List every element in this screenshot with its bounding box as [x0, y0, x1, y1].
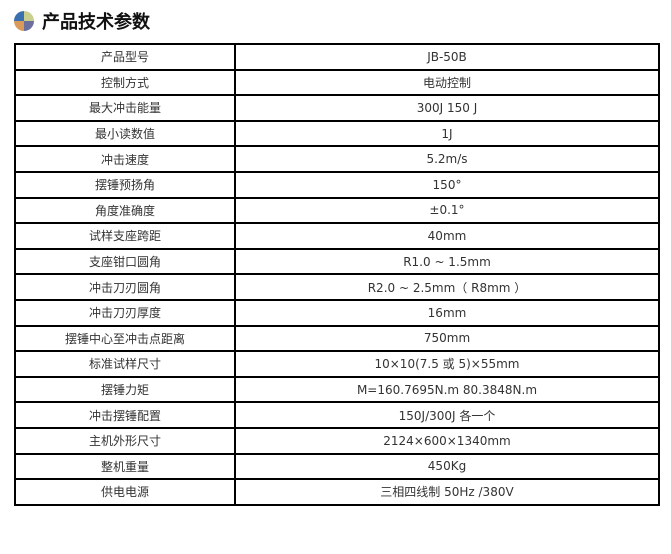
- table-row: 摆锤中心至冲击点距离 750mm: [14, 324, 660, 353]
- table-row: 冲击刀刃厚度 16mm: [14, 298, 660, 327]
- param-name: 冲击摆锤配置: [14, 401, 236, 429]
- param-name: 冲击速度: [14, 145, 236, 173]
- param-value: 16mm: [234, 298, 660, 327]
- spec-table: 产品型号 JB-50B 控制方式 电动控制 最大冲击能量 300J 150 J 最小读数值 1…: [14, 43, 660, 506]
- param-name: 整机重量: [14, 452, 236, 481]
- param-value: JB-50B: [234, 43, 660, 71]
- param-value: 三相四线制 50Hz /380V: [234, 478, 660, 506]
- table-row: 主机外形尺寸 2124×600×1340mm: [14, 426, 660, 455]
- param-name: 冲击刀刃厚度: [14, 298, 236, 327]
- param-name: 最小读数值: [14, 119, 236, 148]
- table-row: 冲击刀刃圆角 R2.0 ~ 2.5mm（ R8mm ）: [14, 273, 660, 301]
- param-name: 支座钳口圆角: [14, 247, 236, 276]
- param-value: 150°: [234, 170, 660, 199]
- param-value: R1.0 ~ 1.5mm: [234, 247, 660, 276]
- table-row: 摆锤预扬角 150°: [14, 170, 660, 199]
- param-value: ±0.1°: [234, 196, 660, 225]
- param-name: 摆锤力矩: [14, 375, 236, 404]
- param-name: 摆锤预扬角: [14, 170, 236, 199]
- table-row: 冲击速度 5.2m/s: [14, 145, 660, 173]
- table-row: 摆锤力矩 M=160.7695N.m 80.3848N.m: [14, 375, 660, 404]
- table-row: 冲击摆锤配置 150J/300J 各一个: [14, 401, 660, 429]
- param-value: 2124×600×1340mm: [234, 426, 660, 455]
- table-row: 角度准确度 ±0.1°: [14, 196, 660, 225]
- table-row: 试样支座跨距 40mm: [14, 222, 660, 250]
- param-value: M=160.7695N.m 80.3848N.m: [234, 375, 660, 404]
- param-value: 150J/300J 各一个: [234, 401, 660, 429]
- table-row: 控制方式 电动控制: [14, 68, 660, 97]
- param-name: 供电电源: [14, 478, 236, 506]
- param-value: 电动控制: [234, 68, 660, 97]
- table-row: 最小读数值 1J: [14, 119, 660, 148]
- table-row: 产品型号 JB-50B: [14, 43, 660, 71]
- param-name: 主机外形尺寸: [14, 426, 236, 455]
- param-name: 标准试样尺寸: [14, 350, 236, 378]
- param-name: 摆锤中心至冲击点距离: [14, 324, 236, 353]
- param-name: 产品型号: [14, 43, 236, 71]
- param-value: 5.2m/s: [234, 145, 660, 173]
- table-row: 整机重量 450Kg: [14, 452, 660, 481]
- param-value: 10×10(7.5 或 5)×55mm: [234, 350, 660, 378]
- table-row: 最大冲击能量 300J 150 J: [14, 94, 660, 122]
- param-value: 1J: [234, 119, 660, 148]
- param-value: 450Kg: [234, 452, 660, 481]
- param-value: 40mm: [234, 222, 660, 250]
- param-name: 控制方式: [14, 68, 236, 97]
- param-name: 角度准确度: [14, 196, 236, 225]
- param-name: 最大冲击能量: [14, 94, 236, 122]
- param-value: 750mm: [234, 324, 660, 353]
- section-header: 产品技术参数: [14, 8, 150, 34]
- param-value: R2.0 ~ 2.5mm（ R8mm ）: [234, 273, 660, 301]
- page-title: 产品技术参数: [42, 12, 150, 33]
- table-row: 供电电源 三相四线制 50Hz /380V: [14, 478, 660, 506]
- param-value: 300J 150 J: [234, 94, 660, 122]
- quadrant-globe-icon: [14, 11, 34, 31]
- param-name: 试样支座跨距: [14, 222, 236, 250]
- table-row: 支座钳口圆角 R1.0 ~ 1.5mm: [14, 247, 660, 276]
- param-name: 冲击刀刃圆角: [14, 273, 236, 301]
- table-row: 标准试样尺寸 10×10(7.5 或 5)×55mm: [14, 350, 660, 378]
